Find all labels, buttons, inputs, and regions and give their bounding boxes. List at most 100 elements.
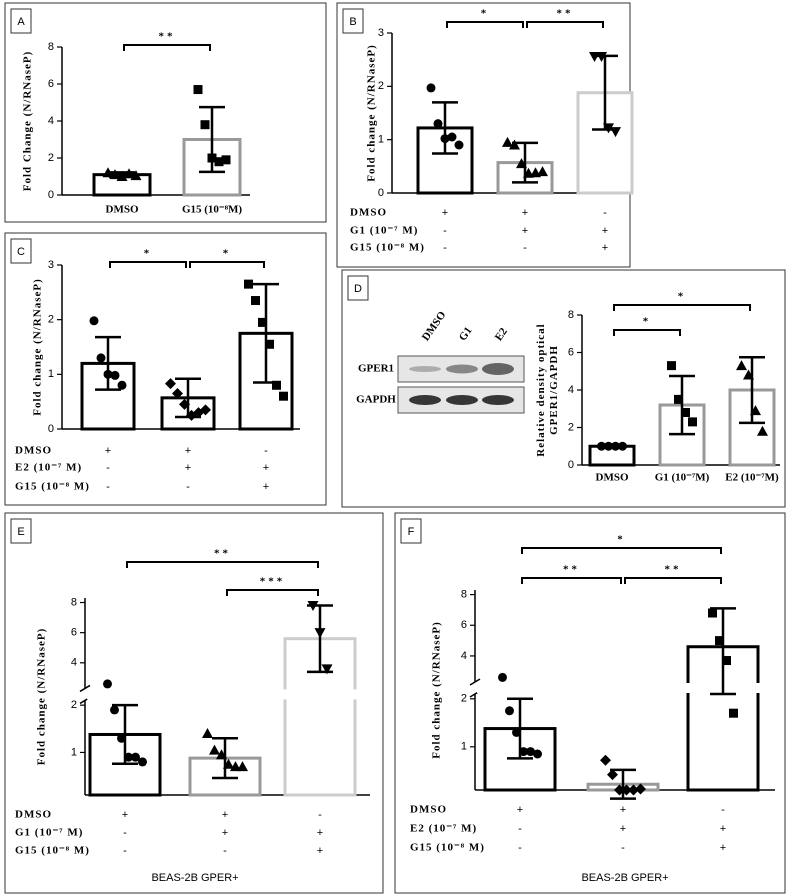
data-point [604,441,613,451]
panel-letter-box [10,518,32,544]
treatment-sign: + [442,207,448,219]
data-point [110,370,120,380]
treatment-sign: - [518,842,522,854]
data-point [681,408,690,417]
y-tick-label: 2 [48,314,54,326]
data-point [614,784,625,796]
y-axis-label: Relative density optical [535,323,547,456]
significance-label: * [223,248,232,260]
data-point [109,169,121,180]
data-point [103,369,113,379]
data-point [258,317,267,327]
y-tick-label: 8 [461,589,467,601]
data-point [117,733,126,743]
treatment-sign: + [522,207,528,219]
data-point [244,279,253,289]
y-tick-label: 0 [568,459,574,471]
y-tick-label: 4 [71,657,77,669]
data-point [621,784,632,796]
y-tick-label: 1 [48,368,54,380]
blot-lane-label: E2 [493,325,510,343]
data-point [674,394,683,404]
data-point [124,752,133,762]
treatment-sign: - [106,481,110,493]
treatment-name: DMSO [350,207,387,219]
data-point [307,601,319,612]
treatment-name: G1 (10⁻⁷ M) [15,827,83,839]
data-point [96,353,106,363]
error-bar [669,374,695,436]
panel-letter-box [347,275,369,301]
treatment-name: DMSO [15,809,52,821]
y-tick-label: 4 [48,115,54,127]
data-point [516,158,527,169]
panel-letter-box [342,8,364,34]
treatment-sign: + [263,481,269,493]
caption: BEAS-2B GPER+ [581,872,668,884]
data-point [89,316,99,326]
significance-label: ** [557,8,574,20]
y-axis-label: Fold Change (N/RNaseP) [22,51,34,192]
treatment-sign: + [602,242,608,254]
significance-bracket [613,329,681,336]
data-point [757,425,768,436]
data-point [440,134,450,144]
y-tick-label: 2 [48,152,54,164]
data-point [426,83,436,93]
data-point [202,728,213,739]
treatment-sign: + [720,823,726,835]
significance-bracket [226,589,319,596]
treatment-name: G15 (10⁻⁸ M) [15,481,90,493]
treatment-sign: + [602,225,608,237]
significance-bracket [123,44,211,51]
data-point [611,441,620,451]
panel-frame [341,269,786,508]
significance-bracket [126,561,319,568]
x-tick-label: E2 (10⁻⁷M) [725,472,779,484]
data-point [172,387,183,399]
y-tick-label: 2 [568,421,574,433]
data-point [715,636,724,646]
treatment-sign: - [123,827,127,839]
treatment-sign: + [222,827,228,839]
panel-letter: D [354,283,362,295]
y-tick-label: 6 [461,619,467,631]
treatment-sign: + [720,842,726,854]
data-point [537,166,548,177]
error-bar [507,697,533,760]
data-point [600,754,611,766]
data-point [607,769,618,781]
y-tick-label: 8 [48,41,54,53]
data-point [223,758,234,769]
treatment-sign: - [621,842,625,854]
y-tick-label: 6 [71,627,77,639]
treatment-sign: + [185,445,191,457]
axis-break [79,684,91,693]
y-axis-label: Fold change (N/RNaseP) [431,621,443,759]
data-point [179,398,190,410]
data-point [729,708,738,718]
significance-label: * [144,248,153,260]
y-tick-label: 0 [48,423,54,435]
treatment-sign: - [518,823,522,835]
significance-label: * [617,534,626,546]
y-axis-label: GPER1/GAPDH [548,345,560,435]
x-tick-label: G15 (10⁻⁸M) [182,204,242,216]
data-point [321,664,333,675]
data-point [207,153,217,163]
axis-gap [87,689,372,700]
panel-frame [4,512,384,894]
significance-label: ** [214,548,231,560]
significance-bracket [521,547,722,554]
significance-bracket [526,21,604,28]
treatment-sign: - [721,804,725,816]
treatment-sign: - [123,845,127,857]
data-point [512,727,521,737]
data-point [502,136,513,147]
y-tick-label: 3 [48,259,54,271]
panel-letter: B [349,16,356,28]
treatment-sign: + [317,845,323,857]
error-bar [432,101,458,155]
data-point [130,170,142,181]
y-tick-label: 2 [378,80,384,92]
